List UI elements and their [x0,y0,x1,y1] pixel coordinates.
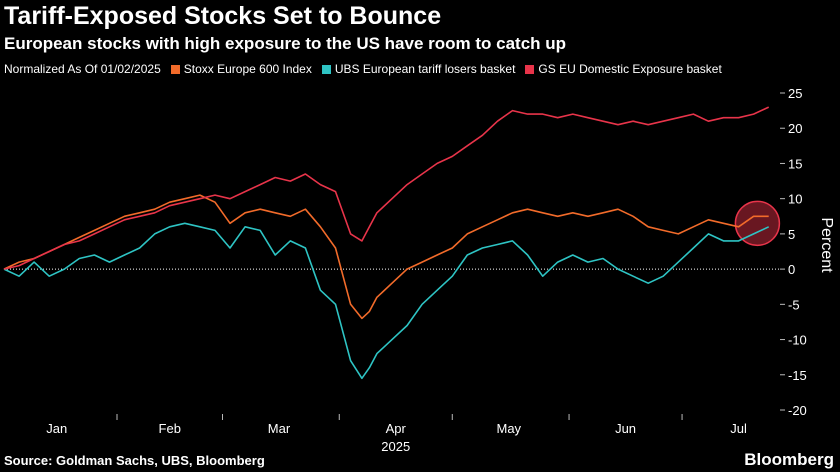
legend-item-stoxx: Stoxx Europe 600 Index [170,62,312,76]
x-tick-label-5: Jun [615,421,636,436]
legend-item-gs: GS EU Domestic Exposure basket [525,62,722,76]
chart-title: Tariff-Exposed Stocks Set to Bounce [4,2,442,30]
chart-subtitle: European stocks with high exposure to th… [4,34,567,53]
x-tick-label-2: Mar [268,421,291,436]
legend-swatch-gs [525,64,535,74]
y-axis-label: Percent [818,217,835,273]
x-tick-label-3: Apr [386,421,407,436]
legend-swatch-stoxx [170,64,180,74]
legend-label-gs: GS EU Domestic Exposure basket [538,62,722,76]
y-tick-label-4: 5 [788,227,795,242]
source-note: Source: Goldman Sachs, UBS, Bloomberg [4,453,265,468]
highlight-circle [734,200,781,247]
legend-item-ubs: UBS European tariff losers basket [321,62,516,76]
y-tick-label-2: 15 [788,156,802,171]
x-axis-label: 2025 [381,439,410,454]
y-tick-label-6: -5 [788,297,800,312]
y-tick-label-1: 20 [788,121,802,136]
x-tick-label-4: May [496,421,521,436]
legend: Normalized As Of 01/02/2025 Stoxx Europe… [4,62,722,76]
y-tick-label-0: 25 [788,86,802,101]
legend-prefix: Normalized As Of 01/02/2025 [4,62,161,76]
y-tick-label-8: -15 [788,368,807,383]
x-tick-label-0: Jan [46,421,67,436]
series-line-stoxx [3,194,769,320]
series-line-ubs [3,222,770,380]
y-tick-label-5: 0 [788,262,795,277]
legend-label-stoxx: Stoxx Europe 600 Index [183,62,312,76]
x-tick-label-6: Jul [730,421,747,436]
legend-swatch-ubs [321,64,331,74]
y-tick-label-3: 10 [788,192,802,207]
y-tick-label-9: -20 [788,403,807,418]
y-tick-label-7: -10 [788,333,807,348]
bloomberg-logo: Bloomberg [744,450,834,469]
legend-label-ubs: UBS European tariff losers basket [334,62,516,76]
series-line-gs [3,106,770,270]
x-tick-label-1: Feb [159,421,181,436]
